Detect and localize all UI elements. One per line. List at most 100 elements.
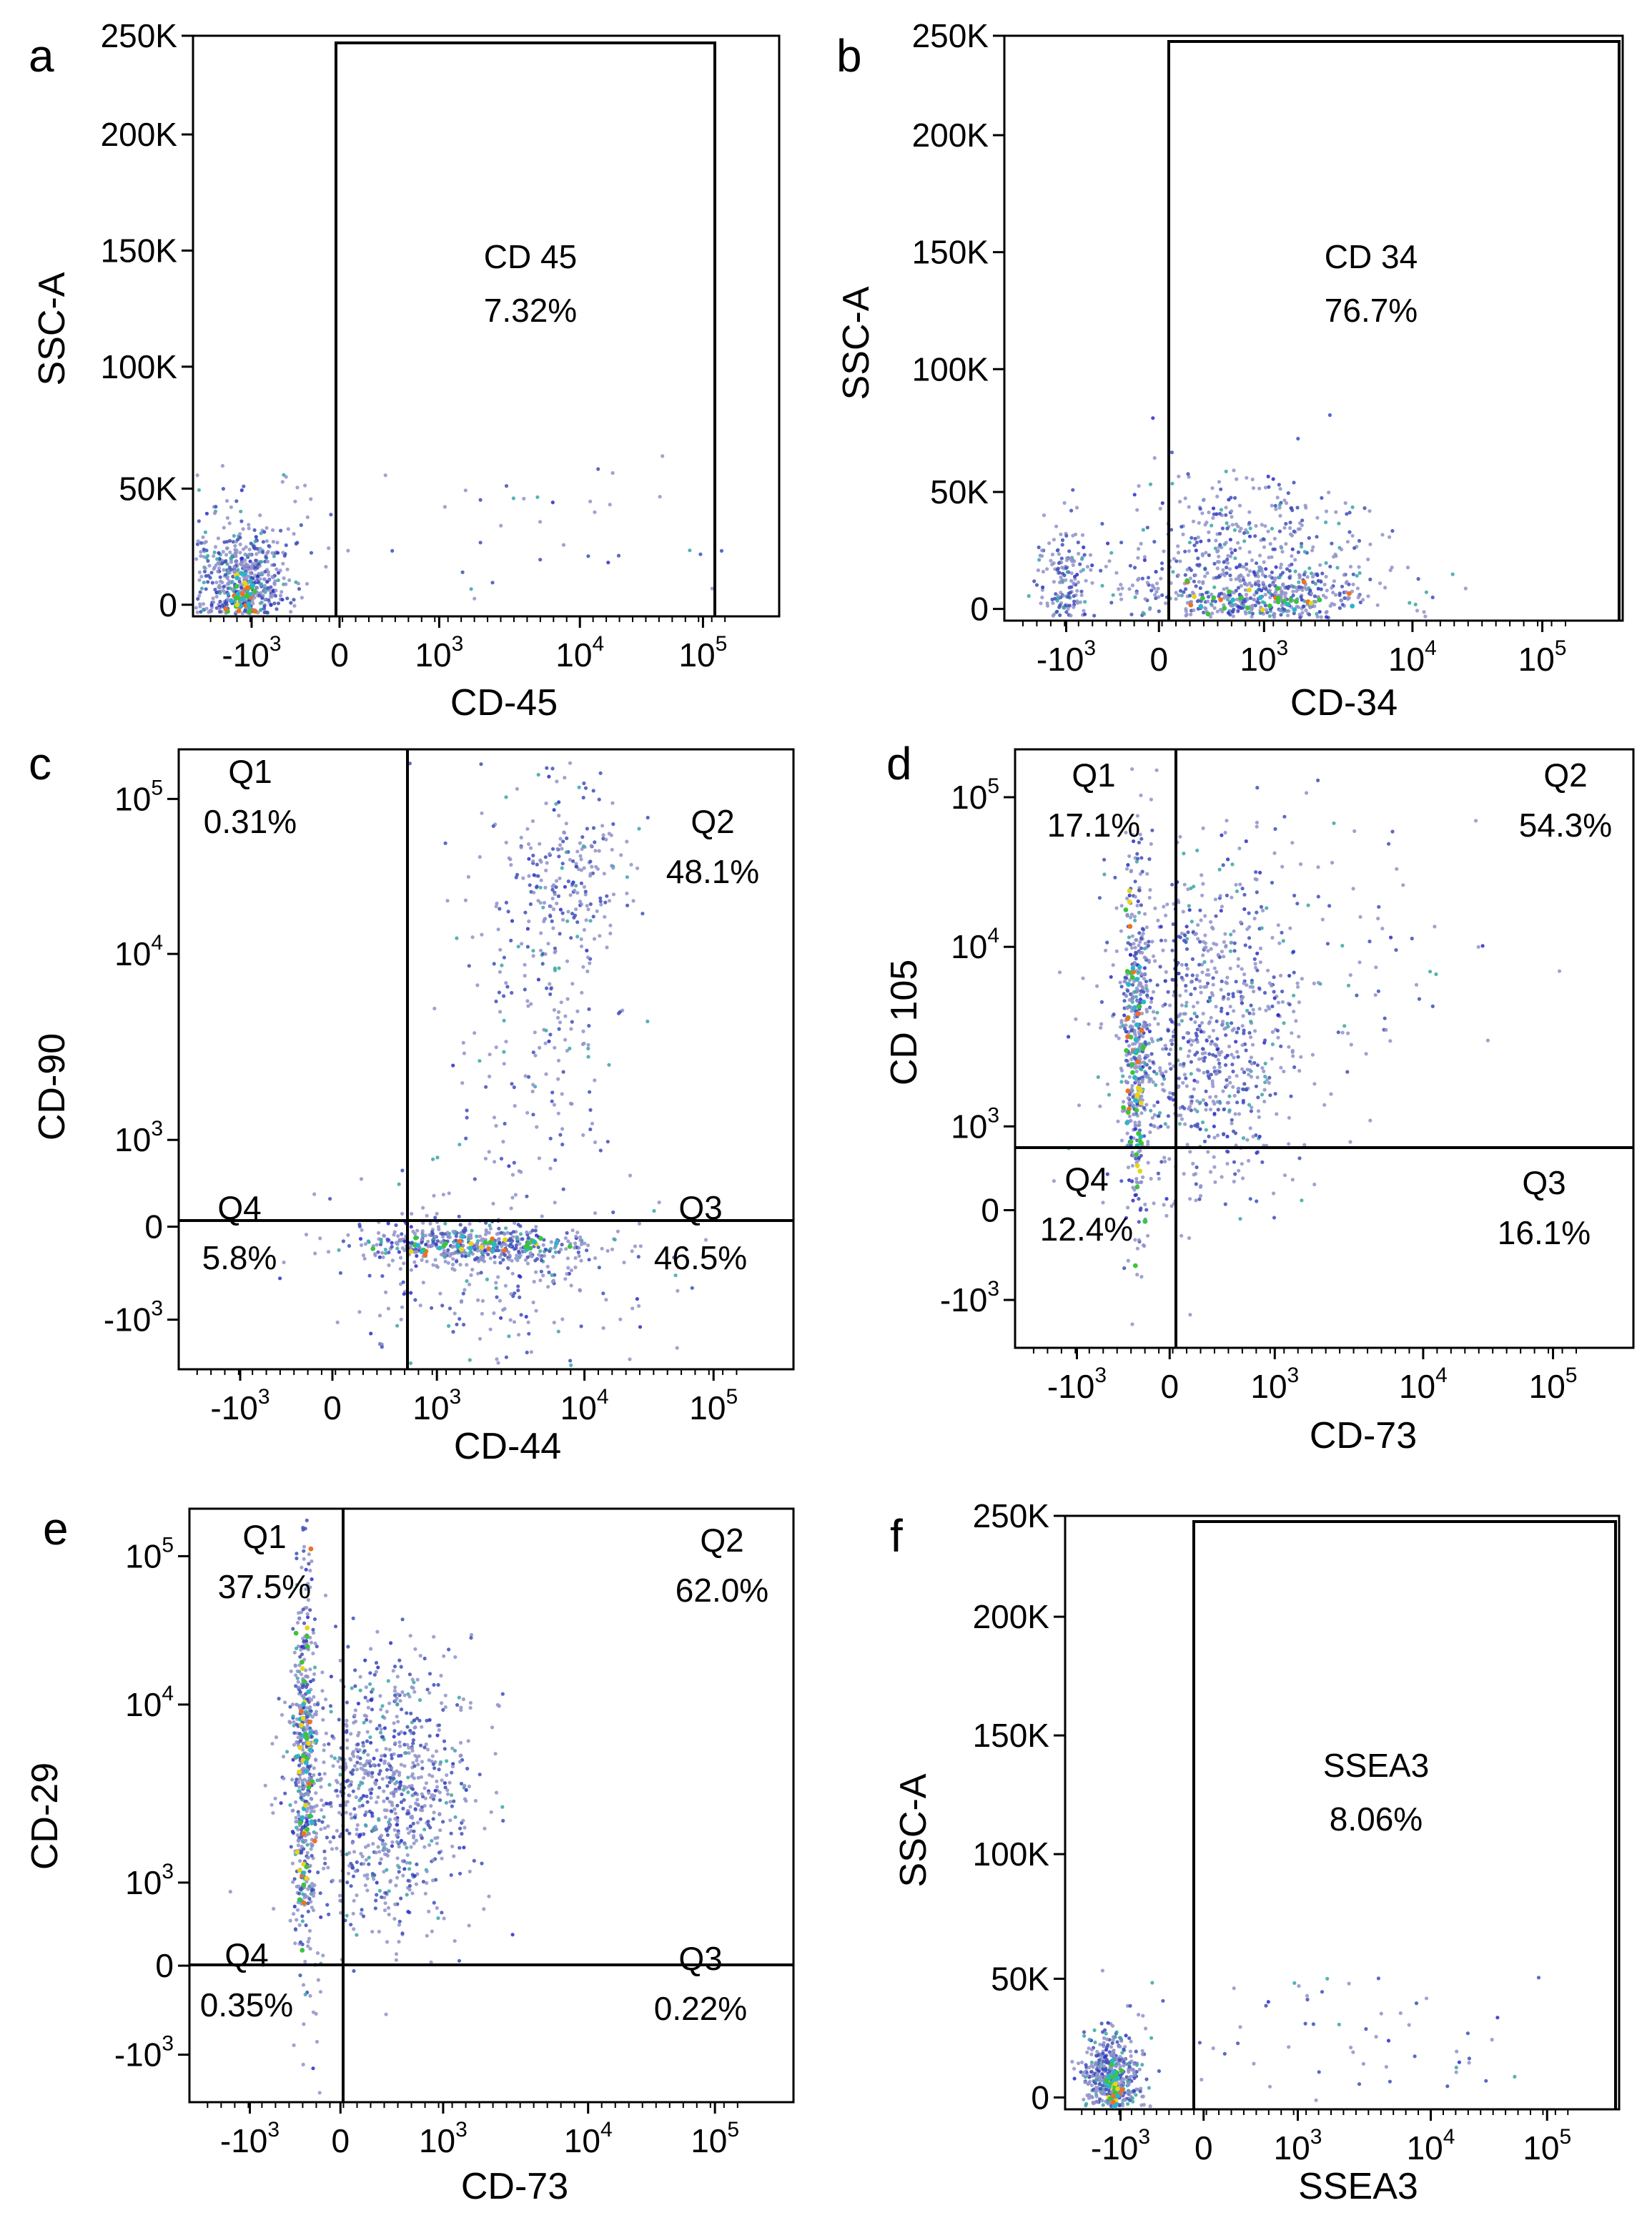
event-dot xyxy=(1164,913,1168,917)
event-dot xyxy=(1149,842,1153,846)
event-dot xyxy=(1225,1021,1230,1026)
event-dot xyxy=(438,1291,442,1296)
event-dot xyxy=(1211,1084,1215,1088)
event-dot xyxy=(301,1694,305,1698)
event-dot xyxy=(265,611,269,615)
event-dot xyxy=(377,1231,381,1235)
event-dot xyxy=(598,934,602,938)
event-dot xyxy=(535,862,539,867)
event-dot xyxy=(359,1851,363,1856)
event-dot xyxy=(1105,940,1109,945)
event-dot xyxy=(1130,1150,1134,1155)
event-dot xyxy=(328,1840,332,1844)
x-tick-label: 105 xyxy=(1529,1364,1578,1405)
event-dot xyxy=(1129,1089,1134,1093)
event-dot xyxy=(1149,588,1154,593)
event-dot xyxy=(1208,1108,1213,1112)
event-dot xyxy=(313,1251,317,1256)
event-dot xyxy=(1329,1092,1333,1096)
event-dot xyxy=(1107,1093,1112,1097)
event-dot xyxy=(277,1697,281,1701)
event-dot-dense xyxy=(234,602,240,608)
event-dot xyxy=(1193,1020,1197,1025)
event-dot xyxy=(495,1295,499,1299)
event-dot xyxy=(1149,996,1154,1000)
event-dot xyxy=(518,1232,523,1236)
event-dot xyxy=(1139,989,1143,993)
event-dot xyxy=(197,570,202,575)
event-dot xyxy=(593,849,598,853)
event-dot xyxy=(243,609,247,613)
event-dot xyxy=(284,543,288,548)
event-dot xyxy=(361,1740,365,1745)
event-dot xyxy=(504,1355,509,1359)
event-dot xyxy=(443,841,447,845)
event-dot xyxy=(1182,1012,1186,1016)
event-dot xyxy=(1225,1161,1230,1166)
event-dot xyxy=(1178,834,1182,839)
event-dot xyxy=(357,1310,362,1314)
event-dot xyxy=(1167,1062,1172,1066)
event-dot xyxy=(1232,1055,1236,1060)
event-dot xyxy=(1072,581,1076,586)
event-dot xyxy=(1248,596,1253,601)
event-dot xyxy=(1055,548,1059,553)
event-dot xyxy=(1145,581,1149,585)
event-dot xyxy=(399,1317,403,1321)
event-dot xyxy=(1214,1095,1218,1099)
event-dot xyxy=(583,1241,587,1246)
event-dot xyxy=(1240,1024,1245,1028)
event-dot xyxy=(441,1707,445,1712)
event-dot xyxy=(496,1275,500,1279)
event-dot xyxy=(1282,607,1287,612)
event-dot xyxy=(1283,594,1287,598)
event-dot xyxy=(1183,573,1187,577)
event-dot-dense xyxy=(242,580,247,586)
event-dot xyxy=(1298,862,1303,867)
event-dot xyxy=(465,1115,469,1120)
event-dot xyxy=(1179,1113,1183,1118)
event-dot xyxy=(262,577,267,581)
event-dot xyxy=(399,1665,403,1669)
event-dot xyxy=(1160,567,1164,571)
event-dot xyxy=(430,1243,435,1248)
event-dot xyxy=(304,1587,308,1592)
event-dot xyxy=(1082,545,1086,550)
event-dot xyxy=(377,1313,382,1318)
event-dot xyxy=(272,563,277,567)
event-dot xyxy=(1195,1000,1200,1005)
event-dot xyxy=(295,1717,300,1721)
event-dot xyxy=(554,802,558,806)
event-dot xyxy=(457,1316,462,1321)
event-dot-dense xyxy=(1227,589,1232,594)
y-tick-label: 100K xyxy=(912,350,989,388)
event-dot xyxy=(1299,1055,1303,1059)
event-dot xyxy=(1345,540,1350,544)
event-dot xyxy=(1129,1009,1134,1013)
event-dot xyxy=(523,910,528,915)
event-dot xyxy=(1290,1031,1294,1035)
event-dot xyxy=(295,1778,299,1782)
event-dot xyxy=(1280,589,1284,593)
event-dot xyxy=(545,861,549,865)
event-dot xyxy=(1196,535,1200,540)
event-dot xyxy=(1342,573,1346,577)
event-dot xyxy=(1143,912,1147,916)
event-dot xyxy=(445,1231,450,1235)
event-dots xyxy=(228,1518,515,2095)
event-dot xyxy=(1160,593,1164,598)
event-dot xyxy=(1276,1000,1281,1005)
gate-percent: 76.7% xyxy=(1325,292,1418,329)
event-dot xyxy=(1257,587,1262,591)
event-dot xyxy=(1196,556,1200,561)
event-dot xyxy=(1143,1202,1147,1207)
event-dot xyxy=(239,556,244,561)
event-dot xyxy=(557,1010,561,1014)
event-dot xyxy=(1262,1099,1267,1104)
event-dot xyxy=(605,1140,610,1144)
event-dot xyxy=(525,827,530,831)
event-dot xyxy=(278,568,282,573)
event-dot xyxy=(560,866,564,870)
event-dot xyxy=(1195,1165,1199,1170)
event-dot xyxy=(565,1048,570,1053)
